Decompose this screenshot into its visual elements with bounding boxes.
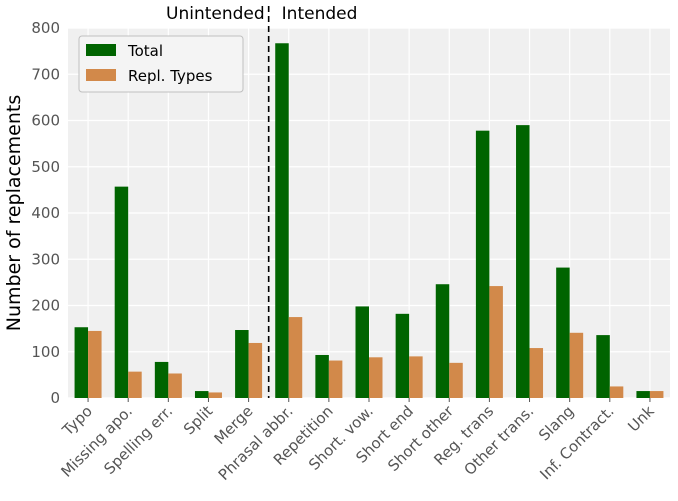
- section-label-unintended: Unintended: [166, 4, 265, 24]
- bar-total: [355, 306, 369, 398]
- bar-total: [235, 330, 249, 398]
- bar-total: [596, 335, 610, 398]
- bar-repl-types: [369, 357, 383, 398]
- y-tick-label: 300: [31, 250, 60, 268]
- y-tick-label: 100: [31, 343, 60, 361]
- x-tick-label: Split: [180, 402, 216, 438]
- legend-label-total: Total: [127, 42, 163, 60]
- y-tick-label: 700: [31, 65, 60, 83]
- y-tick-label: 400: [31, 204, 60, 222]
- bar-repl-types: [128, 371, 142, 398]
- bar-repl-types: [489, 286, 503, 398]
- y-axis-title: Number of replacements: [3, 95, 25, 332]
- bar-repl-types: [449, 362, 463, 398]
- bar-total: [74, 327, 89, 398]
- legend-box: [78, 35, 244, 93]
- bar-repl-types: [248, 342, 263, 398]
- bar-total: [315, 354, 329, 398]
- legend-label-repl-types: Repl. Types: [128, 67, 213, 85]
- y-tick-label: 0: [50, 389, 60, 407]
- legend-swatch-repl-types: [86, 69, 116, 81]
- y-tick-label: 800: [31, 19, 60, 37]
- bar-repl-types: [88, 330, 102, 398]
- bar-repl-types: [288, 317, 303, 398]
- bar-repl-types: [409, 356, 423, 398]
- section-label-intended: Intended: [282, 4, 358, 24]
- x-tick-label: Unk: [624, 402, 658, 436]
- bar-repl-types: [168, 373, 182, 398]
- bar-total: [395, 313, 410, 398]
- legend: Total Repl. Types: [78, 35, 244, 93]
- bar-repl-types: [609, 386, 624, 398]
- y-tick-label: 600: [31, 112, 60, 130]
- bar-repl-types: [529, 348, 544, 398]
- bar-total: [154, 361, 169, 398]
- bar-repl-types: [649, 391, 664, 398]
- bar-total: [275, 43, 289, 398]
- bar-repl-types: [328, 360, 343, 398]
- bar-total: [636, 391, 650, 398]
- bar-total: [516, 125, 530, 398]
- bar-total: [435, 284, 450, 398]
- bar-total: [475, 130, 490, 399]
- y-tick-labels: 0 100 200 300 400 500 600 700 800: [31, 19, 60, 407]
- y-tick-label: 500: [31, 158, 60, 176]
- legend-swatch-total: [86, 44, 116, 56]
- y-tick-label: 200: [31, 297, 60, 315]
- bar-repl-types: [569, 332, 584, 398]
- bar-total: [114, 186, 129, 398]
- bars: [74, 43, 664, 399]
- bar-total: [556, 267, 570, 398]
- bar-repl-types: [208, 392, 222, 398]
- bar-total: [194, 391, 209, 398]
